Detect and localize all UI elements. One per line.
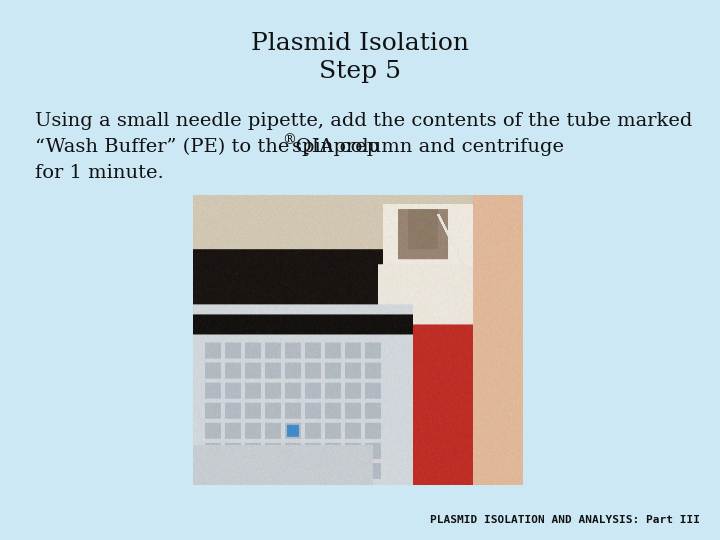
Text: Plasmid Isolation: Plasmid Isolation xyxy=(251,32,469,55)
Text: PLASMID ISOLATION AND ANALYSIS: Part III: PLASMID ISOLATION AND ANALYSIS: Part III xyxy=(430,515,700,525)
Text: Using a small needle pipette, add the contents of the tube marked: Using a small needle pipette, add the co… xyxy=(35,112,693,130)
Text: “Wash Buffer” (PE) to the QIAprep: “Wash Buffer” (PE) to the QIAprep xyxy=(35,138,379,156)
Text: for 1 minute.: for 1 minute. xyxy=(35,164,163,182)
Text: spin column and centrifuge: spin column and centrifuge xyxy=(292,138,564,156)
Text: “Wash Buffer” (PE) to the QIAprep: “Wash Buffer” (PE) to the QIAprep xyxy=(35,138,379,156)
Text: Step 5: Step 5 xyxy=(319,60,401,83)
Text: ®: ® xyxy=(282,133,297,147)
